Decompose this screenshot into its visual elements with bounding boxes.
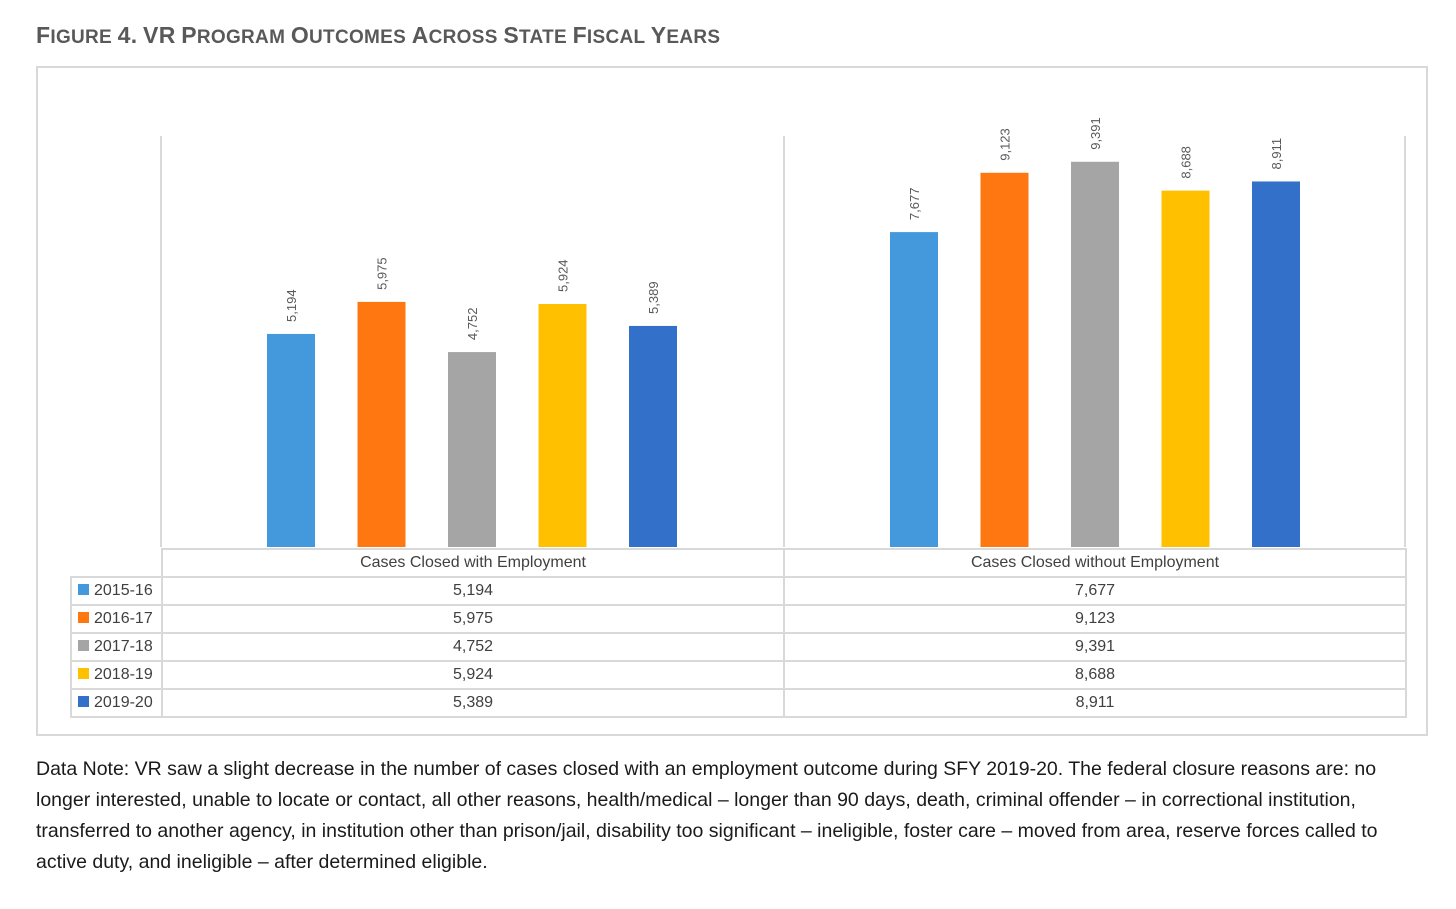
table-row: 2017-18 4,752 9,391 [70,632,1407,662]
table-row: 2015-16 5,194 7,677 [70,576,1407,606]
table-cell-value: 5,975 [161,604,785,634]
legend-swatch [78,584,89,596]
table-corner [71,549,163,578]
legend-label: 2019-20 [94,694,153,711]
bar-2015-16-with-employment [267,333,315,547]
figure-number: FIGURE 4. [36,22,138,48]
bar-2016-17-without-employment [980,172,1029,547]
table-row: 2019-20 5,389 8,911 [70,688,1407,718]
table-cell-value: 7,677 [783,576,1407,606]
data-label: 5,389 [646,281,661,314]
table-cell-value: 8,911 [783,688,1407,718]
legend-swatch [78,668,89,680]
legend-label: 2017-18 [94,638,153,655]
legend-entry: 2017-18 [70,632,163,662]
legend-swatch [78,640,89,652]
chart-data-table: Cases Closed with Employment Cases Close… [70,548,1407,718]
data-label: 8,911 [1269,138,1284,170]
legend-entry: 2018-19 [70,660,163,690]
chart-frame [36,66,1428,736]
bar-2015-16-without-employment [890,232,938,547]
table-row: 2018-19 5,924 8,688 [70,660,1407,690]
bar-2017-18-with-employment [448,352,496,547]
table-row: 2016-17 5,975 9,123 [70,604,1407,634]
data-label: 5,924 [556,259,571,292]
table-cell-value: 4,752 [161,632,785,662]
legend-entry: 2019-20 [70,688,163,718]
legend-swatch [78,612,89,624]
bar-2016-17-with-employment [357,301,406,547]
legend-label: 2015-16 [94,582,153,599]
data-note: Data Note: VR saw a slight decrease in t… [36,758,1378,873]
data-label: 5,194 [284,289,299,322]
data-label: 8,688 [1179,146,1194,179]
bar-2019-20-with-employment [629,325,677,547]
legend-label: 2018-19 [94,666,153,683]
legend-label: 2016-17 [94,610,153,627]
legend-entry: 2016-17 [70,604,163,634]
bar-2019-20-without-employment [1252,181,1300,548]
bar-2018-19-without-employment [1161,190,1210,548]
table-cell-value: 8,688 [783,660,1407,690]
data-label: 7,677 [907,188,922,221]
bar-2017-18-without-employment [1071,161,1119,547]
data-label: 5,975 [375,257,390,290]
data-label: 4,752 [465,308,480,341]
table-cell-value: 5,389 [161,688,785,718]
table-header-row: Cases Closed with Employment Cases Close… [71,548,1407,578]
table-cell-value: 9,391 [783,632,1407,662]
category-header: Cases Closed with Employment [161,548,785,578]
data-label: 9,391 [1088,117,1103,150]
legend-swatch [78,696,89,708]
table-cell-value: 5,924 [161,660,785,690]
figure-title-text: VR PROGRAM OUTCOMES ACROSS STATE FISCAL … [143,22,721,48]
table-cell-value: 9,123 [783,604,1407,634]
table-cell-value: 5,194 [161,576,785,606]
category-header: Cases Closed without Employment [783,548,1407,578]
bar-2018-19-with-employment [538,303,587,547]
data-label: 9,123 [998,128,1013,161]
figure-title: FIGURE 4. VR PROGRAM OUTCOMES ACROSS STA… [36,22,720,49]
legend-entry: 2015-16 [70,576,163,606]
